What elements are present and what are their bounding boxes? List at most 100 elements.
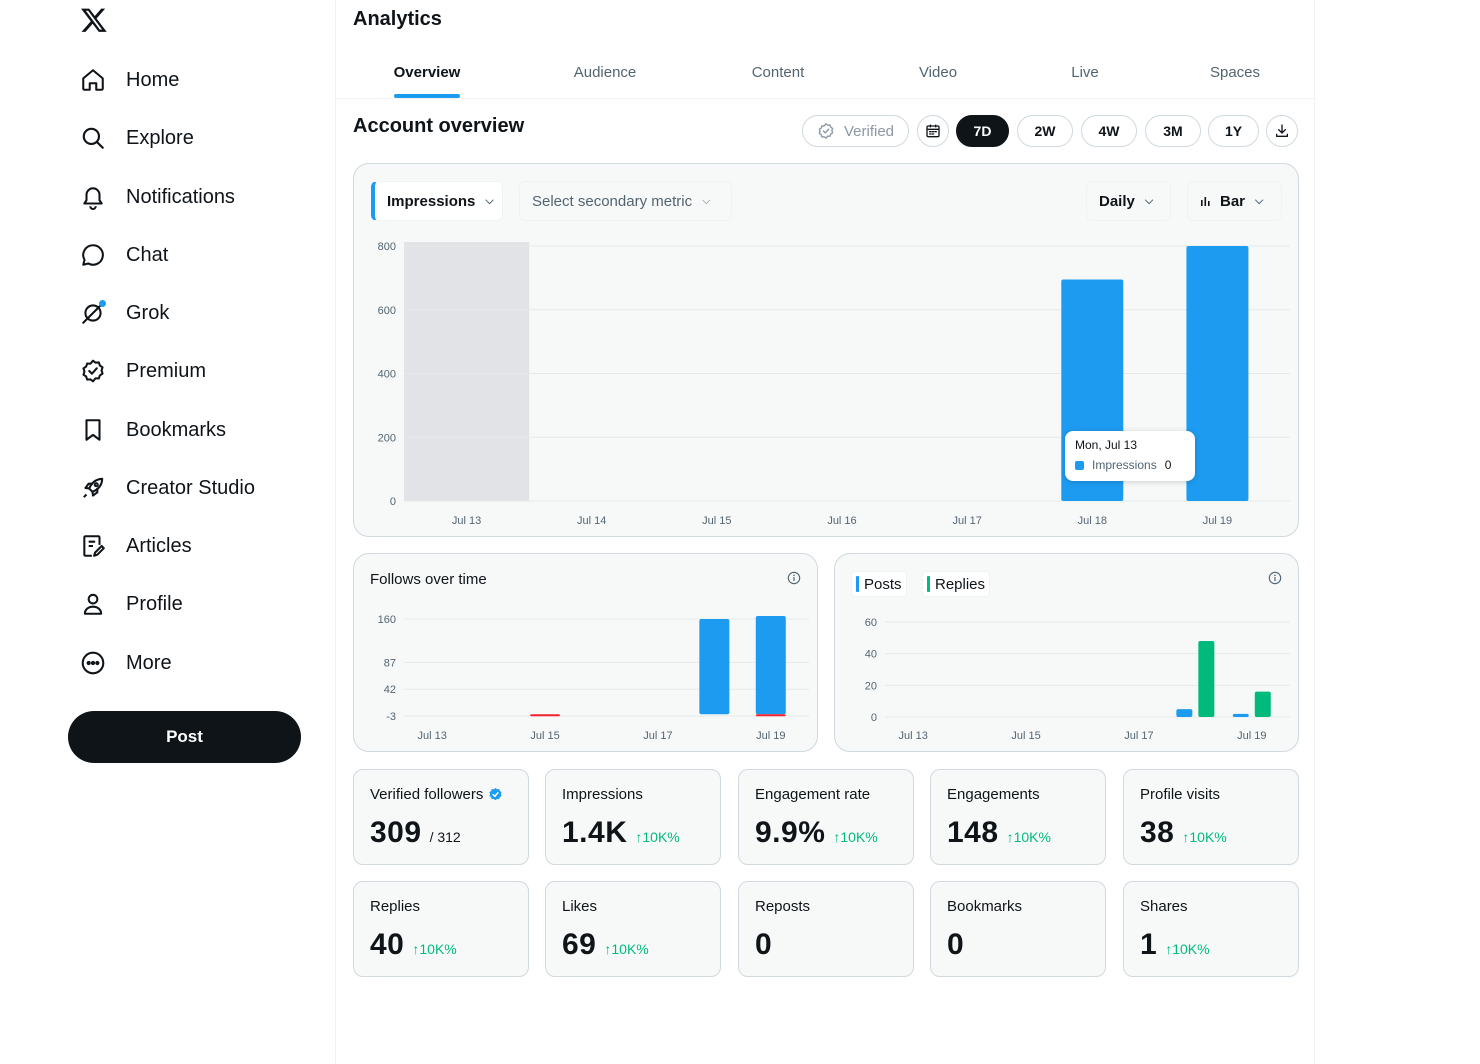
range-3m-button[interactable]: 3M <box>1145 115 1201 147</box>
stat-label: Engagements <box>947 786 1040 803</box>
tooltip-swatch <box>1075 460 1084 470</box>
tab-live[interactable]: Live <box>1071 64 1099 81</box>
stat-label: Profile visits <box>1140 786 1221 803</box>
posts-replies-card: Posts Replies 0 20 40 60 Jul 13 Jul 15 Jul 17 J… <box>834 553 1299 752</box>
y-tick-label: 160 <box>378 614 396 626</box>
chart-bar <box>1254 691 1271 717</box>
sidebar-item-label: Bookmarks <box>126 418 227 441</box>
stat-card-bookmarks[interactable]: Bookmarks 0 <box>930 881 1106 977</box>
verified-filter-button[interactable]: Verified <box>802 115 909 147</box>
range-1y-button[interactable]: 1Y <box>1208 115 1259 147</box>
calendar-icon <box>926 124 940 138</box>
y-tick-label: 87 <box>384 657 396 669</box>
stat-value: 9.9% <box>755 816 826 849</box>
tab-audience[interactable]: Audience <box>573 64 637 81</box>
sidebar-item-label: Grok <box>126 301 170 324</box>
y-tick-label: 0 <box>871 712 877 724</box>
sidebar-item-premium[interactable]: Premium <box>78 351 206 391</box>
tab-video[interactable]: Video <box>918 64 958 81</box>
stat-label: Shares <box>1140 898 1188 915</box>
legend-swatch <box>927 576 930 592</box>
sidebar-item-home[interactable]: Home <box>78 60 179 100</box>
rocket-icon <box>78 473 108 503</box>
secondary-metric-placeholder: Select secondary metric <box>532 192 693 210</box>
grok-icon <box>78 298 108 328</box>
sidebar-item-chat[interactable]: Chat <box>78 235 168 275</box>
analytics-tabs: Overview Audience Content Video Live Spa… <box>336 56 1314 99</box>
article-icon <box>78 531 108 561</box>
x-logo-icon[interactable] <box>80 6 108 34</box>
post-button[interactable]: Post <box>68 711 301 763</box>
stat-delta: ↑10K% <box>635 829 680 845</box>
y-tick-label: 800 <box>378 241 396 253</box>
y-tick-label: -3 <box>386 711 396 723</box>
sidebar-item-articles[interactable]: Articles <box>78 526 192 566</box>
x-tick-label: Jul 13 <box>899 730 928 742</box>
range-7d-button[interactable]: 7D <box>956 115 1009 147</box>
person-icon <box>78 589 108 619</box>
x-tick-label: Jul 16 <box>827 515 856 527</box>
range-2w-button[interactable]: 2W <box>1017 115 1073 147</box>
verified-badge-icon <box>489 787 502 801</box>
card-title: Follows over time <box>370 571 487 588</box>
x-tick-label: Jul 15 <box>530 730 559 742</box>
interval-dropdown[interactable]: Daily ⌵ <box>1086 181 1171 221</box>
sidebar-item-grok[interactable]: Grok <box>78 293 169 333</box>
legend-posts[interactable]: Posts <box>851 571 907 597</box>
stat-value: 148 <box>947 816 999 849</box>
stat-card-engagements[interactable]: Engagements 148 ↑10K% <box>930 769 1106 865</box>
stat-label: Engagement rate <box>755 786 871 803</box>
info-icon[interactable] <box>1268 571 1282 585</box>
calendar-button[interactable] <box>917 115 949 147</box>
search-icon <box>78 123 108 153</box>
sidebar-item-notifications[interactable]: Notifications <box>78 177 235 217</box>
stat-card-likes[interactable]: Likes 69 ↑10K% <box>545 881 721 977</box>
stat-card-profile-visits[interactable]: Profile visits 38 ↑10K% <box>1123 769 1299 865</box>
sidebar-item-profile[interactable]: Profile <box>78 584 183 624</box>
stat-label-row: Verified followers <box>370 786 503 803</box>
sidebar-item-bookmarks[interactable]: Bookmarks <box>78 410 226 450</box>
x-tick-label: Jul 18 <box>1078 515 1107 527</box>
stat-card-shares[interactable]: Shares 1 ↑10K% <box>1123 881 1299 977</box>
info-icon[interactable] <box>787 571 801 585</box>
chart-style-dropdown[interactable]: Bar ⌵ <box>1187 181 1282 221</box>
tab-overview[interactable]: Overview <box>393 64 461 81</box>
download-button[interactable] <box>1266 115 1298 147</box>
chart-bar <box>755 714 786 717</box>
tab-spaces[interactable]: Spaces <box>1209 64 1261 81</box>
stat-value: 40 <box>370 928 405 961</box>
sidebar-item-more[interactable]: More <box>78 643 172 683</box>
x-tick-label: Jul 17 <box>643 730 672 742</box>
range-4w-button[interactable]: 4W <box>1081 115 1137 147</box>
stat-card-replies[interactable]: Replies 40 ↑10K% <box>353 881 529 977</box>
follows-card: Follows over time -3 42 87 160 Jul 13 Jul 15 J… <box>353 553 818 752</box>
x-tick-label: Jul 19 <box>1237 730 1266 742</box>
chart-bar <box>755 616 786 715</box>
y-tick-label: 600 <box>378 305 396 317</box>
sidebar-item-label: Profile <box>126 592 183 615</box>
legend-replies[interactable]: Replies <box>922 571 991 597</box>
secondary-metric-dropdown[interactable]: Select secondary metric ⌵ <box>519 181 732 221</box>
stat-card-impressions[interactable]: Impressions 1.4K ↑10K% <box>545 769 721 865</box>
stat-card-verified-followers[interactable]: Verified followers 309 / 312 <box>353 769 529 865</box>
y-tick-label: 200 <box>378 432 396 444</box>
home-icon <box>78 65 108 95</box>
stat-label: Impressions <box>562 786 643 803</box>
stat-card-reposts[interactable]: Reposts 0 <box>738 881 914 977</box>
stat-sub: / 312 <box>429 829 461 845</box>
legend-swatch <box>856 576 859 592</box>
y-tick-label: 20 <box>865 680 877 692</box>
stat-card-engagement-rate[interactable]: Engagement rate 9.9% ↑10K% <box>738 769 914 865</box>
stat-value: 38 <box>1140 816 1175 849</box>
y-tick-label: 40 <box>865 649 877 661</box>
stat-value-row: 9.9% ↑10K% <box>755 816 878 850</box>
chevron-down-icon: ⌵ <box>702 194 711 207</box>
stat-label: Bookmarks <box>947 898 1023 915</box>
sidebar-item-explore[interactable]: Explore <box>78 118 194 158</box>
stat-delta: ↑10K% <box>1182 829 1227 845</box>
tab-content[interactable]: Content <box>751 64 805 81</box>
chart-tooltip: Mon, Jul 13 Impressions 0 <box>1065 431 1195 481</box>
analytics-main: Analytics Overview Audience Content Vide… <box>335 0 1315 1064</box>
primary-metric-dropdown[interactable]: Impressions ⌵ <box>371 181 503 221</box>
sidebar-item-creator-studio[interactable]: Creator Studio <box>78 468 255 508</box>
